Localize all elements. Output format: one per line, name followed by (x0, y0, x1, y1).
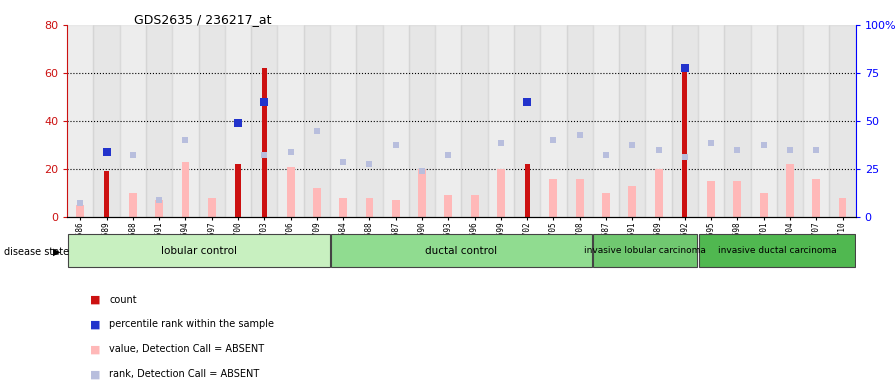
Bar (366, 198, 374, 217)
Text: percentile rank within the sample: percentile rank within the sample (109, 319, 274, 329)
Bar (628, 186, 636, 217)
Bar (540, 25, 566, 217)
Bar (734, 181, 741, 217)
Bar (786, 164, 794, 217)
Bar (251, 25, 278, 217)
Text: ▶: ▶ (54, 247, 61, 257)
Bar (655, 169, 662, 217)
Text: value, Detection Call = ABSENT: value, Detection Call = ABSENT (109, 344, 264, 354)
Text: ■: ■ (90, 344, 100, 354)
Bar (576, 179, 583, 217)
Bar (514, 25, 540, 217)
Text: ■: ■ (90, 295, 100, 305)
Bar (672, 25, 698, 217)
Bar (751, 25, 777, 217)
Bar (593, 25, 619, 217)
Bar (839, 198, 847, 217)
Bar (155, 200, 163, 217)
Text: GDS2635 / 236217_at: GDS2635 / 236217_at (134, 13, 271, 26)
Bar (549, 179, 557, 217)
Bar (698, 25, 724, 217)
Bar (777, 25, 803, 217)
Bar (830, 25, 856, 217)
Bar (104, 171, 109, 217)
Bar (68, 234, 330, 267)
Bar (682, 68, 687, 217)
Bar (524, 164, 530, 217)
Bar (172, 25, 199, 217)
Text: disease state: disease state (4, 247, 70, 257)
Text: ■: ■ (90, 319, 100, 329)
Bar (93, 25, 120, 217)
Bar (383, 25, 409, 217)
Bar (444, 195, 452, 217)
Bar (645, 25, 672, 217)
Bar (487, 25, 514, 217)
Bar (304, 25, 330, 217)
Bar (724, 25, 751, 217)
Bar (182, 162, 189, 217)
Bar (357, 25, 383, 217)
Bar (760, 193, 768, 217)
Bar (129, 193, 137, 217)
Bar (593, 234, 697, 267)
Bar (330, 25, 357, 217)
Bar (146, 25, 172, 217)
Bar (67, 25, 93, 217)
Bar (331, 234, 592, 267)
Bar (278, 25, 304, 217)
Bar (225, 25, 251, 217)
Bar (566, 25, 593, 217)
Bar (418, 169, 426, 217)
Bar (435, 25, 461, 217)
Bar (497, 169, 504, 217)
Bar (707, 181, 715, 217)
Bar (803, 25, 830, 217)
Bar (699, 234, 855, 267)
Bar (313, 188, 321, 217)
Text: lobular control: lobular control (160, 245, 237, 256)
Bar (208, 198, 216, 217)
Bar (236, 164, 241, 217)
Bar (392, 200, 400, 217)
Bar (340, 198, 347, 217)
Bar (619, 25, 645, 217)
Text: ductal control: ductal control (426, 245, 497, 256)
Text: ■: ■ (90, 369, 100, 379)
Bar (287, 167, 295, 217)
Text: invasive ductal carcinoma: invasive ductal carcinoma (718, 246, 836, 255)
Bar (813, 179, 820, 217)
Bar (120, 25, 146, 217)
Bar (602, 193, 610, 217)
Bar (470, 195, 478, 217)
Text: count: count (109, 295, 137, 305)
Bar (199, 25, 225, 217)
Bar (409, 25, 435, 217)
Text: rank, Detection Call = ABSENT: rank, Detection Call = ABSENT (109, 369, 260, 379)
Bar (262, 68, 267, 217)
Bar (76, 205, 84, 217)
Bar (461, 25, 487, 217)
Text: invasive lobular carcinoma: invasive lobular carcinoma (584, 246, 706, 255)
